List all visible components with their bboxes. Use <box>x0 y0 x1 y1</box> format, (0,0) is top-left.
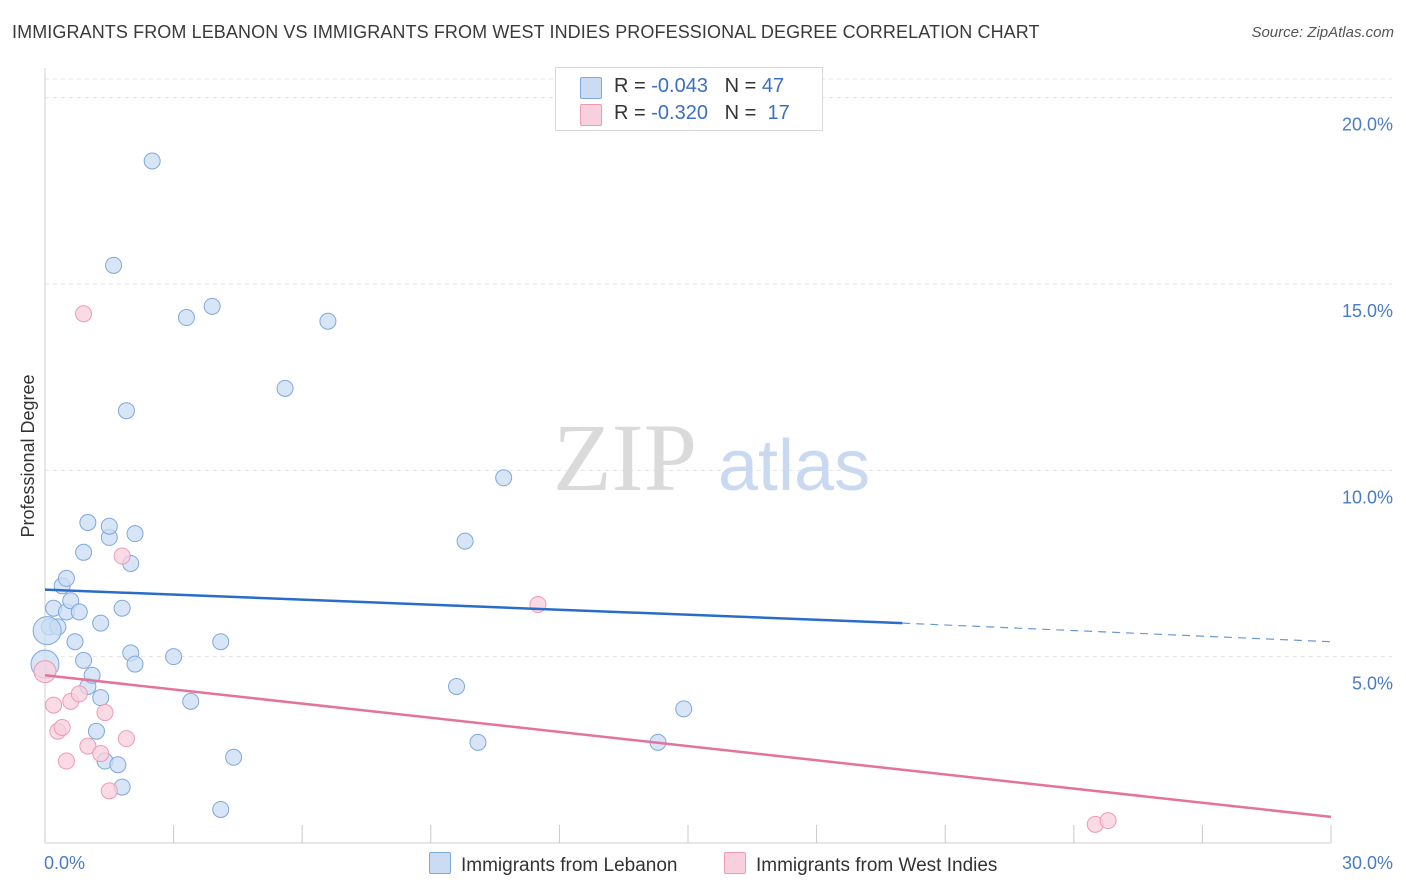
y-tick-label: 5.0% <box>1352 674 1393 694</box>
legend-r-value: -0.043 <box>651 75 708 97</box>
watermark-zip: ZIP <box>553 404 697 511</box>
grid-lines <box>45 78 1392 658</box>
chart-source: Source: ZipAtlas.com <box>1251 24 1394 41</box>
lebanon-point <box>92 614 110 632</box>
lebanon-point <box>126 525 144 543</box>
axes <box>44 68 1332 844</box>
legend-swatch-west-indies <box>580 104 602 126</box>
lebanon-point <box>100 517 118 535</box>
bottom-legend-west-indies: Immigrants from West Indies <box>724 852 997 877</box>
west-indies-point <box>79 737 97 755</box>
lebanon-point <box>319 312 337 330</box>
lebanon-point <box>105 256 123 274</box>
west-indies-point <box>33 660 57 684</box>
legend-r-label: R = <box>614 102 646 124</box>
correlation-legend: R = -0.043 N = 47 R = -0.320 N = 17 <box>555 67 823 131</box>
x-tick-label: 30.0% <box>1342 853 1393 873</box>
lebanon-point <box>469 733 487 751</box>
lebanon-point <box>92 689 110 707</box>
west-indies-point <box>117 730 135 748</box>
y-tick-label: 15.0% <box>1342 301 1393 321</box>
watermark: ZIP atlas <box>553 404 870 511</box>
lebanon-point <box>675 700 693 718</box>
lebanon-point <box>225 748 243 766</box>
lebanon-point <box>113 599 131 617</box>
lebanon-point <box>177 309 195 327</box>
watermark-atlas: atlas <box>718 426 870 506</box>
y-axis-label: Professional Degree <box>18 374 38 537</box>
bottom-legend-swatch-west-indies <box>724 852 746 874</box>
lebanon-point <box>212 633 230 651</box>
lebanon-point <box>165 648 183 666</box>
legend-swatch-lebanon <box>580 77 602 99</box>
trend-lines <box>44 588 1332 819</box>
west-indies-trend-line <box>44 674 1332 819</box>
y-tick-label: 10.0% <box>1342 487 1393 507</box>
lebanon-point <box>87 722 105 740</box>
west-indies-point <box>53 718 71 736</box>
legend-r-label: R = <box>614 75 646 97</box>
legend-n-value: 17 <box>767 102 790 124</box>
lebanon-point <box>203 297 221 315</box>
west-indies-point <box>100 782 118 800</box>
lebanon-point <box>66 633 84 651</box>
lebanon-point <box>117 402 135 420</box>
legend-n-label: N = <box>724 102 757 124</box>
west-indies-point <box>92 745 110 763</box>
bottom-legend-lebanon: Immigrants from Lebanon <box>429 852 678 877</box>
west-indies-point <box>75 305 93 323</box>
bottom-legend-label-lebanon: Immigrants from Lebanon <box>461 855 678 876</box>
x-tick-label: 0.0% <box>44 853 85 873</box>
bottom-legend-swatch-lebanon <box>429 852 451 874</box>
lebanon-point <box>182 692 200 710</box>
lebanon-point <box>32 616 62 646</box>
west-indies-point <box>96 704 114 722</box>
west-indies-point <box>113 547 131 565</box>
y-tick-label: 20.0% <box>1342 115 1393 135</box>
west-indies-point <box>45 696 63 714</box>
lebanon-point <box>276 379 294 397</box>
lebanon-point <box>212 800 230 818</box>
legend-r-value: -0.320 <box>651 102 708 124</box>
legend-n-label: N = <box>724 75 757 97</box>
tick-labels: 5.0% 10.0% 15.0% 20.0% 0.0% 30.0% <box>44 115 1393 873</box>
lebanon-point <box>448 677 466 695</box>
lebanon-point <box>70 603 88 621</box>
lebanon-trend-line-extension <box>902 622 1332 643</box>
lebanon-point <box>456 532 474 550</box>
data-points <box>30 152 1117 833</box>
lebanon-point <box>109 756 127 774</box>
lebanon-point <box>62 592 80 610</box>
bottom-legend-label-west-indies: Immigrants from West Indies <box>756 855 998 876</box>
lebanon-point <box>143 152 161 170</box>
west-indies-point <box>70 685 88 703</box>
legend-n-value: 47 <box>761 75 785 97</box>
lebanon-trend-line <box>44 588 903 625</box>
lebanon-point <box>57 569 75 587</box>
lebanon-point <box>495 469 513 487</box>
west-indies-point <box>1099 812 1117 830</box>
lebanon-point <box>126 655 144 673</box>
lebanon-point <box>79 513 97 531</box>
lebanon-point <box>75 543 93 561</box>
chart-title: IMMIGRANTS FROM LEBANON VS IMMIGRANTS FR… <box>12 22 1040 42</box>
west-indies-point <box>57 752 75 770</box>
lebanon-point <box>75 651 93 669</box>
